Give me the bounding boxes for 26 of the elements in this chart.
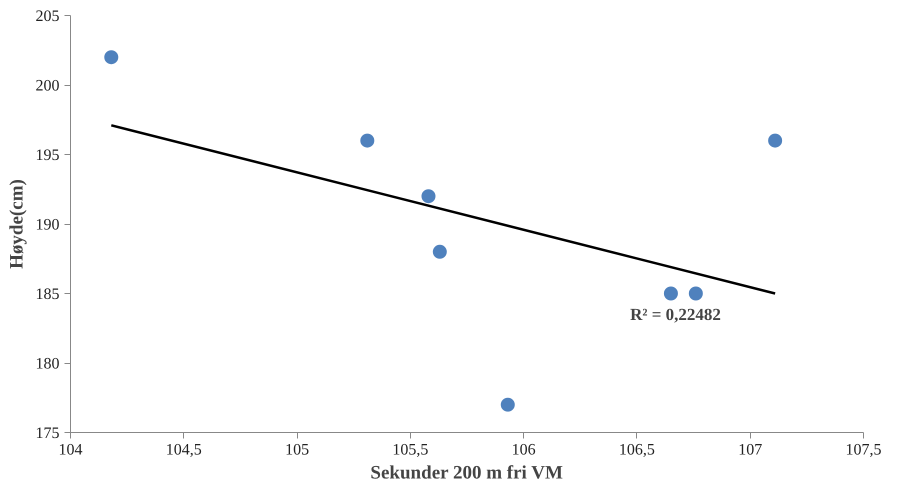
y-tick-label: 190 xyxy=(36,216,60,234)
y-tick-label: 195 xyxy=(36,147,60,164)
point xyxy=(664,286,678,300)
x-tick-label: 106 xyxy=(512,442,536,458)
x-tick-label: 106,5 xyxy=(618,442,655,458)
x-tick-label: 104,5 xyxy=(166,442,202,458)
annotation: R² = 0,22482 xyxy=(630,305,721,324)
x-tick-label: 105 xyxy=(285,442,310,458)
x-tick-label: 107,5 xyxy=(846,442,882,458)
point xyxy=(104,50,118,64)
point xyxy=(360,134,374,148)
point xyxy=(421,189,436,204)
y-tick-label: 200 xyxy=(36,78,60,94)
point xyxy=(500,398,515,412)
y-tick-label: 205 xyxy=(36,8,60,25)
point xyxy=(432,244,447,259)
x-tick-label: 104 xyxy=(58,442,82,458)
y-axis-title: Høyde(cm) xyxy=(6,179,28,269)
x-tick-label: 105,5 xyxy=(392,442,428,458)
x-axis-title: Sekunder 200 m fri VM xyxy=(370,462,563,484)
y-tick-label: 175 xyxy=(36,425,60,442)
y-tick-label: 185 xyxy=(36,286,60,303)
point xyxy=(768,134,782,148)
y-tick-label: 180 xyxy=(36,356,60,372)
x-tick-label: 107 xyxy=(738,442,762,458)
point xyxy=(688,286,703,300)
